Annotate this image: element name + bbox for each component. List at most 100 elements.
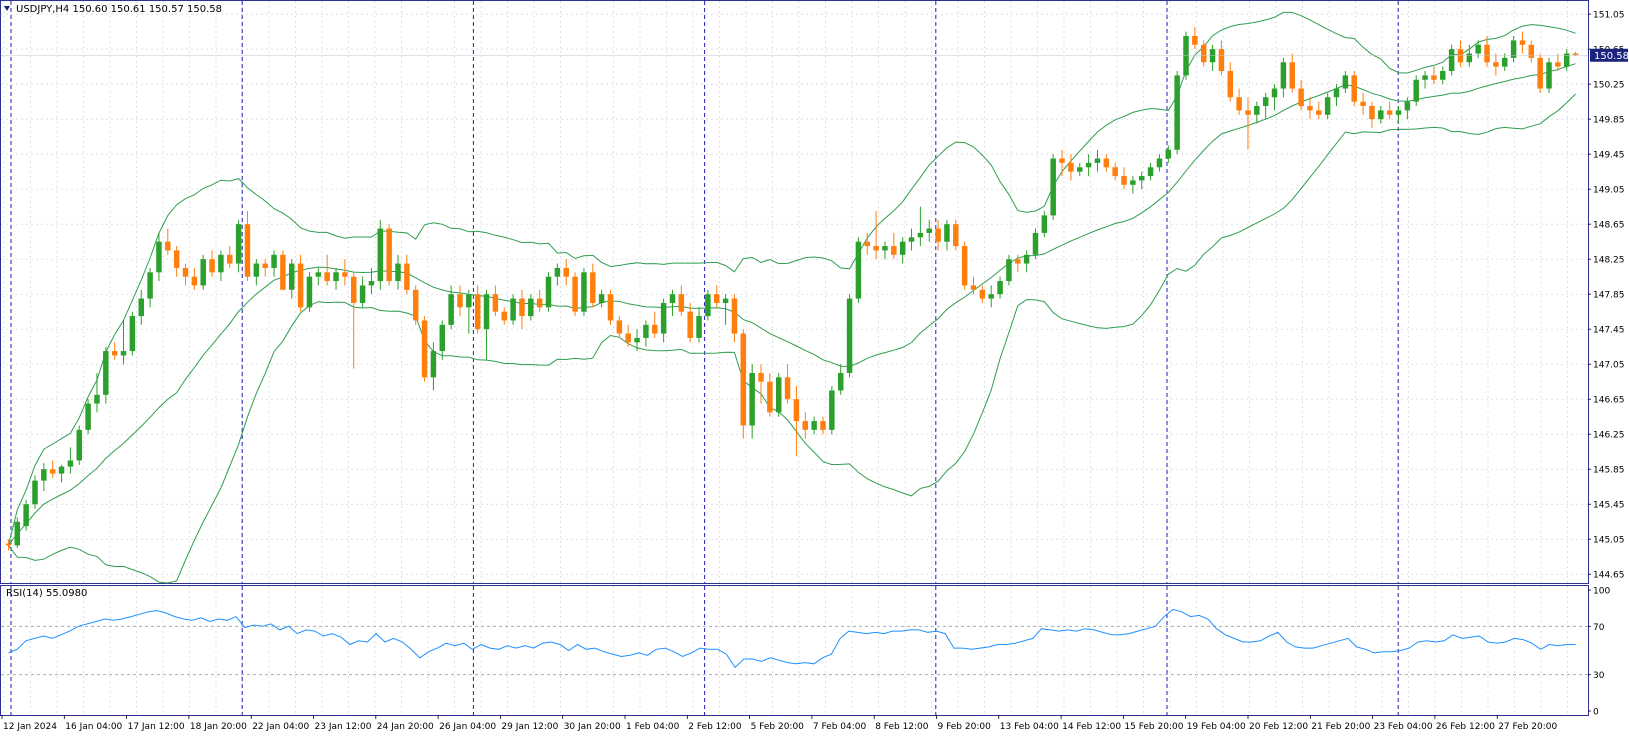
candle[interactable] <box>23 499 29 531</box>
candle[interactable] <box>1138 171 1145 190</box>
candle[interactable] <box>421 316 428 382</box>
candle[interactable] <box>324 254 330 286</box>
candle[interactable] <box>191 267 198 290</box>
candle[interactable] <box>625 324 631 347</box>
candle[interactable] <box>1209 44 1216 72</box>
candle[interactable] <box>1404 97 1411 120</box>
candle[interactable] <box>280 250 286 290</box>
candle[interactable] <box>333 267 339 290</box>
candle[interactable] <box>997 276 1003 299</box>
candle[interactable] <box>1059 149 1065 177</box>
candle[interactable] <box>5 539 12 551</box>
candle[interactable] <box>891 232 897 260</box>
candle[interactable] <box>1413 75 1419 107</box>
time-axis[interactable]: 12 Jan 2024 16 Jan 04:00 17 Jan 12:00 18 Ja… <box>1 715 1558 732</box>
candle[interactable] <box>678 285 685 317</box>
candle[interactable] <box>395 254 401 290</box>
candle[interactable] <box>705 289 711 321</box>
candle[interactable] <box>182 263 189 286</box>
candle[interactable] <box>227 246 233 268</box>
candle[interactable] <box>917 206 924 247</box>
candle[interactable] <box>908 228 915 251</box>
candle[interactable] <box>1006 254 1012 286</box>
candle[interactable] <box>1041 211 1048 238</box>
candle[interactable] <box>14 517 21 548</box>
candle[interactable] <box>1333 84 1340 107</box>
candle[interactable] <box>32 475 38 509</box>
candle[interactable] <box>58 464 65 483</box>
candle[interactable] <box>1183 31 1189 80</box>
candle[interactable] <box>350 272 357 369</box>
candle[interactable] <box>1094 149 1101 172</box>
candle[interactable] <box>510 294 516 325</box>
candle[interactable] <box>466 289 472 334</box>
candle[interactable] <box>1289 53 1295 93</box>
rsi-axis[interactable]: 100 70 30 0 <box>1588 587 1610 718</box>
candle[interactable] <box>1103 154 1110 172</box>
candle[interactable] <box>1085 154 1092 177</box>
candle[interactable] <box>359 276 366 308</box>
candle[interactable] <box>147 267 153 308</box>
candle[interactable] <box>970 276 977 295</box>
candle[interactable] <box>713 285 720 308</box>
candle[interactable] <box>1192 27 1198 50</box>
candle[interactable] <box>315 267 322 286</box>
candle[interactable] <box>1324 92 1331 120</box>
candle[interactable] <box>926 219 932 242</box>
candle[interactable] <box>1254 101 1260 124</box>
candle[interactable] <box>368 267 375 295</box>
candle[interactable] <box>829 386 835 435</box>
candle[interactable] <box>111 342 118 360</box>
candle[interactable] <box>1466 44 1473 67</box>
candle[interactable] <box>775 372 782 417</box>
candle[interactable] <box>581 267 587 317</box>
candle[interactable] <box>1298 79 1304 111</box>
candle[interactable] <box>749 364 755 439</box>
candle[interactable] <box>306 272 313 312</box>
candle[interactable] <box>545 272 552 312</box>
candle[interactable] <box>1457 40 1464 67</box>
candle[interactable] <box>1227 62 1234 102</box>
candle[interactable] <box>448 285 454 330</box>
candle[interactable] <box>244 211 251 282</box>
candle[interactable] <box>944 219 950 251</box>
candle[interactable] <box>253 259 260 286</box>
candle[interactable] <box>1165 145 1172 163</box>
candle[interactable] <box>1032 228 1039 260</box>
candle[interactable] <box>129 311 136 356</box>
candle[interactable] <box>501 307 507 325</box>
candle[interactable] <box>430 342 437 391</box>
candle[interactable] <box>1112 162 1118 181</box>
candle[interactable] <box>1156 154 1163 172</box>
candle[interactable] <box>1121 167 1127 190</box>
candle[interactable] <box>1271 84 1278 111</box>
candle[interactable] <box>1316 101 1322 120</box>
candle[interactable] <box>85 399 91 435</box>
candle[interactable] <box>1360 92 1366 115</box>
candle[interactable] <box>643 320 649 347</box>
candle[interactable] <box>342 259 348 286</box>
candle[interactable] <box>731 294 738 343</box>
candle[interactable] <box>953 219 959 251</box>
candle[interactable] <box>740 329 747 439</box>
candle[interactable] <box>1262 92 1269 120</box>
candle[interactable] <box>412 285 419 325</box>
candle[interactable] <box>1023 250 1030 273</box>
candle[interactable] <box>1280 57 1287 98</box>
candle[interactable] <box>94 372 100 413</box>
candle[interactable] <box>882 241 888 260</box>
candle[interactable] <box>554 263 561 286</box>
candle[interactable] <box>979 285 986 303</box>
candle[interactable] <box>457 285 463 317</box>
candle[interactable] <box>802 412 809 439</box>
candle[interactable] <box>1422 71 1428 89</box>
candle[interactable] <box>404 254 410 295</box>
candle[interactable] <box>209 250 215 277</box>
candle[interactable] <box>855 237 862 303</box>
candle[interactable] <box>873 211 879 260</box>
candle[interactable] <box>988 285 994 308</box>
candle[interactable] <box>120 320 127 365</box>
candle[interactable] <box>1342 71 1349 93</box>
